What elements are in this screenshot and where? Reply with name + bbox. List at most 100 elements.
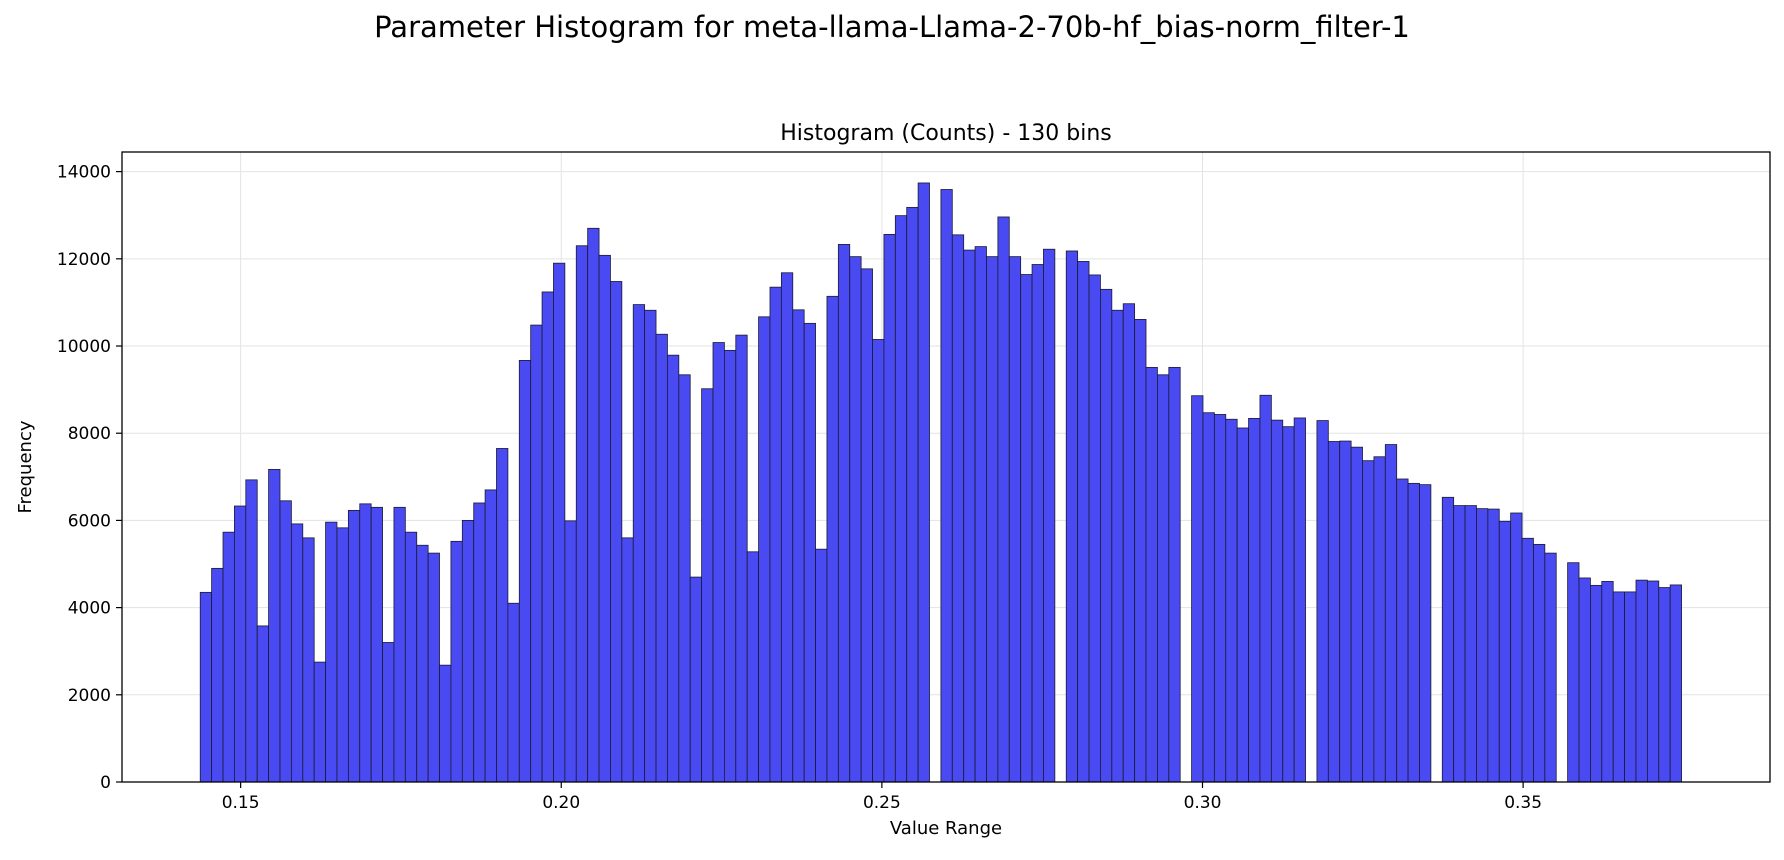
histogram-bar [1088,274,1101,783]
histogram-bar [1373,456,1386,783]
histogram-bar [1282,426,1295,783]
histogram-bar [1100,288,1113,783]
histogram-bar [290,523,304,783]
histogram-bar [917,182,930,783]
y-tick-label: 14000 [57,163,111,183]
y-tick-label: 8000 [68,424,111,444]
histogram-bar [610,281,623,783]
histogram-bar [1590,584,1603,783]
histogram-bar [268,468,281,783]
histogram-bars [199,182,1682,783]
histogram-bar [1065,250,1079,783]
histogram-bar [1624,591,1637,783]
histogram-bar [621,537,634,783]
histogram-bar [530,324,543,783]
histogram-bar [1202,412,1215,783]
histogram-bar [553,262,566,783]
histogram-bar [598,254,611,783]
histogram-bar [1396,478,1409,783]
histogram-bar [644,309,657,783]
histogram-bar [1384,444,1398,783]
histogram-bar [382,642,395,783]
histogram-bar [1145,366,1158,783]
histogram-bar [541,291,554,783]
histogram-bar [1498,520,1512,783]
histogram-bar [1464,505,1477,783]
histogram-bar [199,591,213,783]
histogram-bar [450,540,463,783]
histogram-bar [837,244,851,783]
histogram-bar [302,537,315,783]
histogram-bar [1407,482,1420,783]
histogram-bar [427,552,440,783]
y-axis-ticks: 0 2000 4000 6000 8000 10000 12000 14000 [57,163,122,793]
histogram-bar [860,268,873,783]
histogram-bar [245,479,258,783]
histogram-bar [1248,417,1261,783]
histogram-bar [1008,256,1022,783]
histogram-bar [746,551,759,783]
histogram-bar [678,374,691,783]
histogram-bar [951,234,965,783]
histogram-bar [940,189,953,783]
histogram-bar [1043,248,1056,783]
histogram-bar [963,249,976,783]
histogram-bar [473,502,486,783]
histogram-bar [1031,264,1044,783]
histogram-bar [313,661,326,783]
histogram-bar [1612,591,1625,783]
histogram-bar [1476,508,1489,783]
histogram-bar [701,388,714,783]
x-tick-label: 0.25 [863,793,901,813]
histogram-bar [1293,417,1306,783]
histogram-bar [735,334,748,783]
histogram-bar [484,489,497,783]
histogram-bar [1270,419,1284,783]
histogram-bar [667,354,680,783]
histogram-bar [792,309,805,783]
histogram-bar [518,360,532,783]
histogram-bar [632,304,646,783]
histogram-bar [849,256,862,783]
y-tick-label: 6000 [68,511,111,531]
y-tick-label: 10000 [57,337,111,357]
histogram-bar [1327,441,1341,783]
histogram-bar [234,505,247,783]
histogram-bar [393,506,406,783]
figure-title: Parameter Histogram for meta-llama-Llama… [374,10,1410,44]
histogram-bar [439,664,452,783]
histogram-bar [1259,394,1272,783]
histogram-bar [279,500,292,783]
histogram-bar [1578,577,1591,783]
histogram-bar [347,509,361,783]
histogram-bar [1077,261,1090,783]
histogram-bar [1601,581,1614,783]
histogram-bar [769,286,782,783]
histogram-bar [1316,420,1329,783]
histogram-bar [1510,512,1523,783]
histogram-bar [1122,303,1136,783]
histogram-bar [803,322,816,783]
histogram-bar [986,256,999,783]
histogram-bar [1111,309,1124,783]
x-tick-label: 0.35 [1504,793,1542,813]
histogram-bar [1567,562,1580,783]
histogram-bar [1419,484,1432,783]
histogram-bar [1544,552,1557,783]
histogram-bar [712,342,725,783]
y-tick-label: 12000 [57,250,111,270]
histogram-bar [1635,579,1648,783]
x-tick-label: 0.20 [542,793,580,813]
histogram-bar [404,531,418,783]
histogram-bar [758,316,771,783]
histogram-bar [587,227,600,783]
x-tick-label: 0.30 [1184,793,1222,813]
y-axis-label: Frequency [15,420,36,513]
histogram-bar [780,272,794,783]
histogram-bar [1669,584,1682,783]
histogram-bar [689,576,703,783]
histogram-bar [359,503,372,783]
y-tick-label: 4000 [68,599,111,619]
